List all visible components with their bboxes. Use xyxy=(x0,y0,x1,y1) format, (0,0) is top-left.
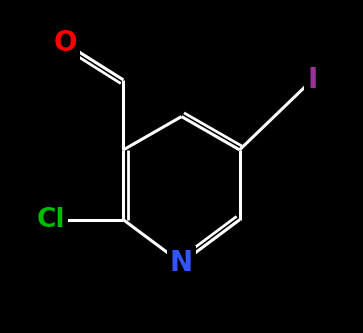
Text: I: I xyxy=(307,66,317,94)
Text: N: N xyxy=(170,249,193,277)
Text: Cl: Cl xyxy=(37,207,65,233)
Text: O: O xyxy=(54,29,77,57)
